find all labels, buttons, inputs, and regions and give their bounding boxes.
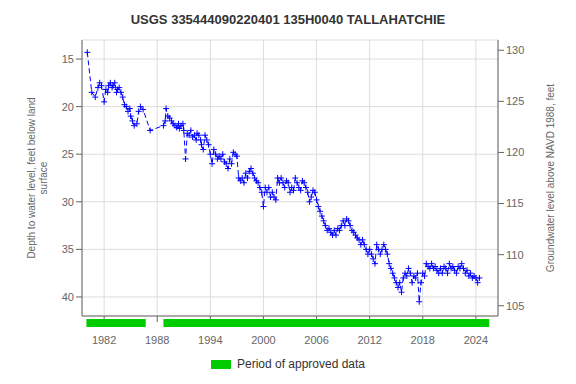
svg-text:115: 115 — [506, 197, 524, 209]
svg-text:110: 110 — [506, 249, 524, 261]
svg-text:2012: 2012 — [357, 334, 381, 346]
svg-text:1982: 1982 — [92, 334, 116, 346]
svg-text:20: 20 — [62, 101, 74, 113]
svg-text:130: 130 — [506, 44, 524, 56]
svg-text:125: 125 — [506, 95, 524, 107]
svg-text:30: 30 — [62, 196, 74, 208]
svg-text:2006: 2006 — [304, 334, 328, 346]
svg-text:120: 120 — [506, 146, 524, 158]
html-text:USGS 335444090220401 135H0040: USGS 335444090220401 135H0040 TALLAHATCH… — [130, 12, 446, 27]
svg-text:35: 35 — [62, 243, 74, 255]
svg-text:2018: 2018 — [411, 334, 435, 346]
svg-text:Groundwater level above NAVD 1: Groundwater level above NAVD 1988, feet — [545, 84, 556, 272]
svg-text:2000: 2000 — [251, 334, 275, 346]
svg-text:Depth to water level, feet bel: Depth to water level, feet below landsur… — [26, 97, 49, 258]
svg-text:2024: 2024 — [464, 334, 488, 346]
svg-text:40: 40 — [62, 291, 74, 303]
svg-text:1988: 1988 — [145, 334, 169, 346]
html-text:Period of approved data: Period of approved data — [237, 357, 365, 371]
svg-text:1994: 1994 — [198, 334, 222, 346]
svg-text:25: 25 — [62, 148, 74, 160]
svg-text:105: 105 — [506, 300, 524, 312]
svg-text:15: 15 — [62, 53, 74, 65]
